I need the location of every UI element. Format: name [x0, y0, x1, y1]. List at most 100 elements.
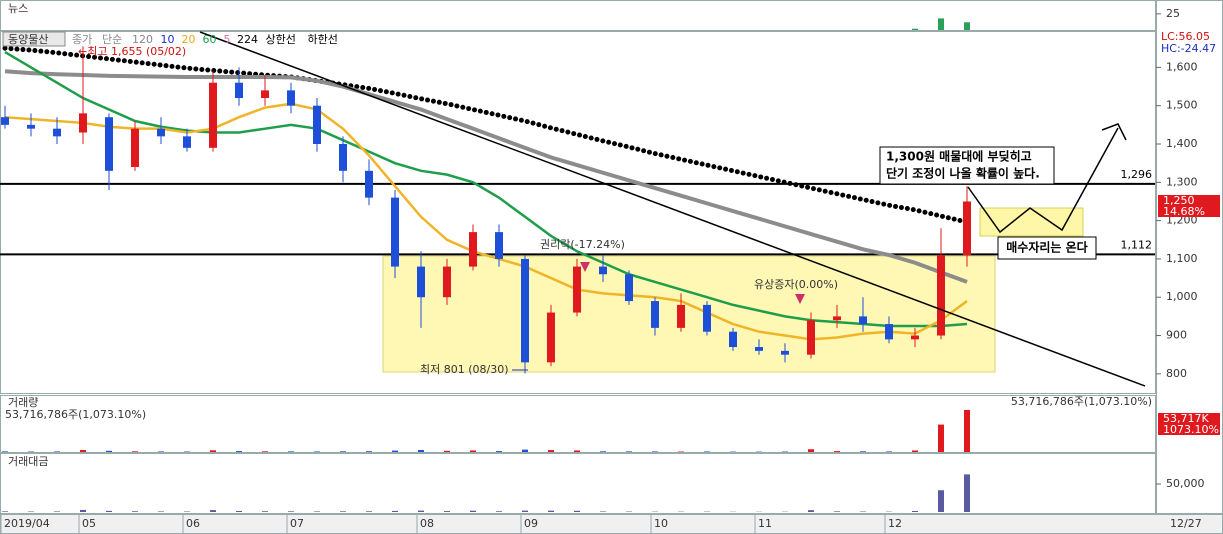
candle-body [807, 320, 815, 355]
bar [912, 28, 918, 30]
bar [470, 450, 476, 452]
y-tick-label: 1,400 [1166, 137, 1198, 150]
note: 단기 조정이 나올 확률이 높다. [886, 166, 1040, 181]
y-tick-label: 50,000 [1166, 477, 1205, 490]
panel-title: 거래량 [8, 396, 38, 409]
bar [808, 449, 814, 452]
last-volume-box [1158, 413, 1220, 435]
bar [288, 511, 294, 512]
y-tick-label: 1,600 [1166, 60, 1198, 73]
last-price: 1,250 [1163, 194, 1195, 207]
note: 1,300원 매물대에 부딪히고 [886, 149, 1032, 164]
legend-item: 단순 [102, 33, 122, 46]
candle-body [677, 304, 685, 328]
bar [834, 451, 840, 452]
candle-body [859, 316, 867, 325]
bar [236, 510, 242, 512]
bar [522, 449, 528, 452]
bar [834, 511, 840, 512]
candle-body [755, 347, 763, 351]
moving-average [4, 69, 968, 284]
legend-item: 하한선 [308, 32, 338, 46]
annotation: 권리락(-17.24%) [540, 238, 625, 251]
arrow-head [1101, 123, 1127, 141]
moving-average [2, 45, 970, 225]
candle-body [495, 232, 503, 259]
volume-summary: 53,716,786주(1,073.10%) [5, 408, 146, 421]
annotation: 최저 801 (08/30) [420, 363, 509, 376]
candle-body [651, 301, 659, 328]
support-label: 1,112 [1121, 238, 1153, 251]
bar [964, 474, 970, 512]
legend-item: 상한선 [266, 33, 296, 46]
candle-body [599, 266, 607, 275]
candle-body [443, 266, 451, 298]
x-tick-label: 06 [186, 517, 200, 530]
bar [340, 511, 346, 512]
news-panel [0, 0, 1156, 31]
candle-body [417, 266, 425, 298]
event-marker [795, 294, 805, 304]
moving-average [4, 102, 968, 341]
lc-label: LC:56.05 [1161, 30, 1210, 43]
x-tick-label: 12 [888, 517, 902, 530]
note: 매수자리는 온다 [1006, 240, 1087, 255]
support-label: 1,296 [1121, 168, 1153, 181]
candle-body [781, 350, 789, 355]
bar [652, 451, 658, 452]
bar [340, 451, 346, 452]
x-tick-label: 08 [420, 517, 434, 530]
candle-body [885, 324, 893, 340]
x-tick-label: 2019/04 [4, 517, 50, 530]
legend-item: 10 [161, 33, 175, 46]
bar [366, 451, 372, 452]
event-marker [580, 262, 590, 272]
bar [938, 18, 944, 30]
candle-body [235, 82, 243, 99]
volume-ratio: 1073.10% [1163, 423, 1219, 436]
forecast-arrow [967, 127, 1119, 234]
legend-item: 224 [237, 33, 258, 46]
candle-body [365, 170, 373, 198]
candle-body [261, 90, 269, 99]
price-panel [0, 31, 1156, 394]
bar [964, 409, 970, 452]
bar [574, 510, 580, 512]
bar [132, 451, 138, 452]
annotation: 유상증자(0.00%) [754, 278, 838, 291]
legend-item: 20 [182, 33, 196, 46]
bar [392, 510, 398, 512]
bar [496, 511, 502, 512]
last-price-box [1158, 195, 1220, 217]
candle-body [703, 304, 711, 332]
hc-label: HC:-24.47 [1161, 42, 1216, 55]
bar [912, 450, 918, 452]
bar [860, 451, 866, 452]
y-tick-label: 1,500 [1166, 99, 1198, 112]
bar [236, 451, 242, 452]
bar [262, 511, 268, 512]
candle-body [573, 266, 581, 313]
candle-body [105, 117, 113, 171]
candle-body [547, 312, 555, 363]
bar [600, 511, 606, 512]
bar [886, 451, 892, 452]
legend-item: 120 [132, 33, 153, 46]
candle-body [131, 128, 139, 167]
bar [158, 451, 164, 452]
bar [314, 511, 320, 512]
bar [80, 450, 86, 452]
candle-body [391, 197, 399, 267]
candle-body [183, 136, 191, 148]
x-tick-label: 07 [290, 517, 304, 530]
bar [470, 510, 476, 512]
candle-body [833, 316, 841, 321]
legend-item: 5 [224, 33, 231, 46]
candle-body [339, 144, 347, 171]
candle-body [79, 113, 87, 133]
trend-line [199, 31, 1146, 387]
y-tick-label: 900 [1166, 329, 1187, 342]
bar [80, 509, 86, 512]
candle-body [911, 335, 919, 340]
bar [132, 511, 138, 512]
